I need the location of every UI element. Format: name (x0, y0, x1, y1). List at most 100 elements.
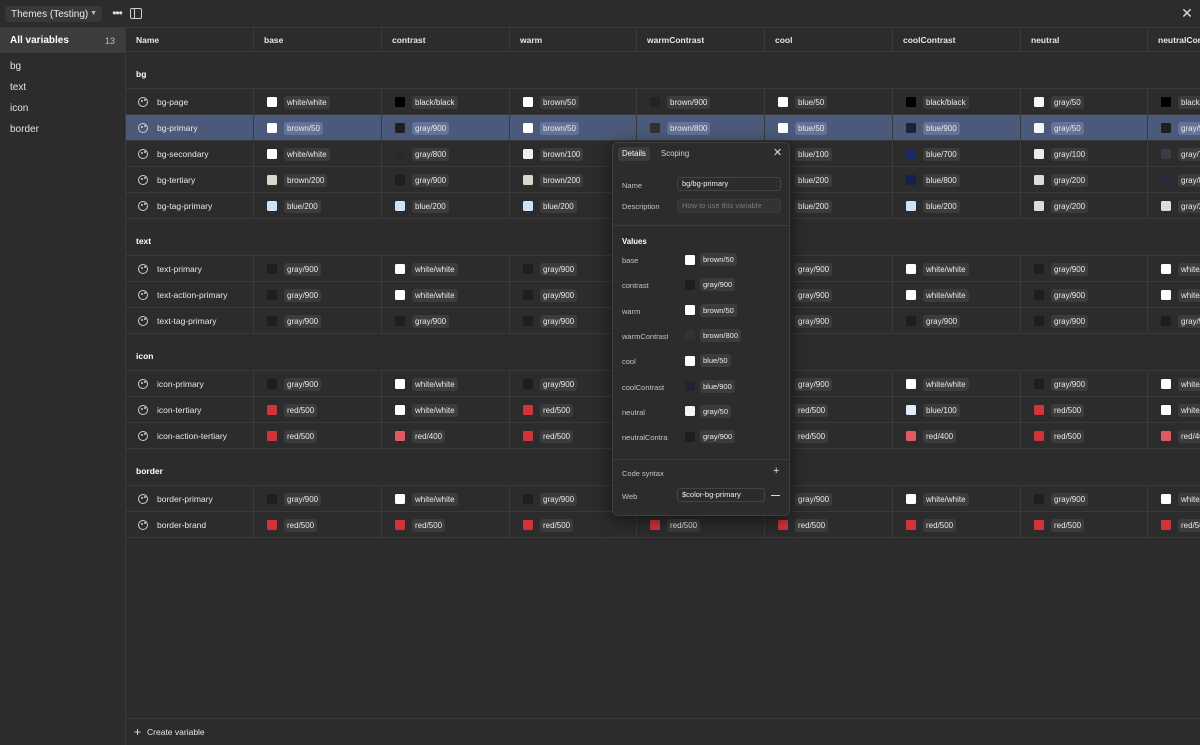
tab-details[interactable]: Details (618, 147, 650, 161)
variable-value-cell[interactable]: gray/900 (1148, 308, 1200, 334)
sidebar-item-bg[interactable]: bg (0, 56, 125, 77)
variable-value-cell[interactable]: gray/900 (254, 371, 382, 397)
table-row[interactable]: bg-primary brown/50 gray/900 brown/50 brown/… (126, 115, 1200, 141)
description-field[interactable]: How to use this variable (677, 199, 781, 213)
sidebar-item-border[interactable]: border (0, 119, 125, 140)
variable-value-cell[interactable]: black/black (893, 89, 1021, 115)
variable-value-cell[interactable]: gray/800 (382, 141, 510, 167)
mode-value[interactable]: brown/50 (685, 303, 737, 317)
remove-code-syntax-icon[interactable] (771, 495, 780, 497)
variable-value-cell[interactable]: red/500 (510, 512, 637, 538)
variable-value-cell[interactable]: gray/900 (382, 308, 510, 334)
mode-value[interactable]: gray/900 (685, 278, 736, 292)
variable-value-cell[interactable]: blue/900 (893, 115, 1021, 141)
variable-value-cell[interactable]: brown/800 (637, 115, 765, 141)
variable-value-cell[interactable]: blue/800 (893, 167, 1021, 193)
variable-value-cell[interactable]: red/500 (254, 397, 382, 423)
variable-value-cell[interactable]: gray/900 (893, 308, 1021, 334)
variable-value-cell[interactable]: blue/50 (765, 89, 893, 115)
mode-value[interactable]: blue/50 (685, 354, 731, 368)
column-header-mode[interactable]: base (254, 28, 382, 52)
variable-value-cell[interactable]: brown/50 (510, 115, 637, 141)
column-header-mode[interactable]: cool (765, 28, 893, 52)
variable-value-cell[interactable]: blue/100 (893, 397, 1021, 423)
variable-value-cell[interactable]: white/white (382, 256, 510, 282)
more-options-icon[interactable]: ••• (112, 6, 123, 20)
variable-value-cell[interactable]: red/500 (382, 512, 510, 538)
variable-value-cell[interactable]: gray/700 (1148, 141, 1200, 167)
variable-value-cell[interactable]: red/500 (1021, 512, 1148, 538)
variable-value-cell[interactable]: white/white (254, 141, 382, 167)
variable-value-cell[interactable]: blue/50 (765, 115, 893, 141)
variable-value-cell[interactable]: gray/900 (382, 115, 510, 141)
variable-value-cell[interactable]: white/white (893, 282, 1021, 308)
variable-value-cell[interactable]: gray/900 (1021, 282, 1148, 308)
table-row[interactable]: border-brand red/500 red/500 red/500 red/500… (126, 512, 1200, 538)
variable-value-cell[interactable]: blue/200 (893, 193, 1021, 219)
variable-value-cell[interactable]: red/500 (254, 512, 382, 538)
mode-value[interactable]: gray/50 (685, 404, 732, 418)
mode-value[interactable]: blue/900 (685, 379, 735, 393)
variable-value-cell[interactable]: white/white (1148, 486, 1200, 512)
variable-value-cell[interactable]: red/400 (1148, 423, 1200, 449)
variable-value-cell[interactable]: gray/900 (254, 282, 382, 308)
variable-name-cell[interactable]: bg-secondary (126, 141, 254, 167)
create-variable-button[interactable]: + Create variable (126, 718, 1200, 745)
column-header-mode[interactable]: warm (510, 28, 637, 52)
variable-value-cell[interactable]: brown/900 (637, 89, 765, 115)
variable-value-cell[interactable]: white/white (893, 486, 1021, 512)
variable-value-cell[interactable]: gray/50 (1021, 89, 1148, 115)
variable-value-cell[interactable]: red/500 (254, 423, 382, 449)
variable-value-cell[interactable]: gray/900 (1148, 115, 1200, 141)
variable-value-cell[interactable]: brown/200 (254, 167, 382, 193)
variable-value-cell[interactable]: white/white (1148, 371, 1200, 397)
variable-value-cell[interactable]: blue/200 (254, 193, 382, 219)
variable-value-cell[interactable]: gray/900 (1021, 486, 1148, 512)
variable-value-cell[interactable]: white/white (1148, 282, 1200, 308)
variable-value-cell[interactable]: gray/900 (254, 486, 382, 512)
variable-value-cell[interactable]: brown/50 (510, 89, 637, 115)
variable-value-cell[interactable]: brown/50 (254, 115, 382, 141)
web-syntax-field[interactable]: $color-bg-primary (677, 488, 765, 502)
column-header-mode[interactable]: neutral (1021, 28, 1148, 52)
variable-value-cell[interactable]: red/500 (893, 512, 1021, 538)
variable-value-cell[interactable]: red/400 (382, 423, 510, 449)
variable-value-cell[interactable]: white/white (382, 486, 510, 512)
variable-name-cell[interactable]: bg-tertiary (126, 167, 254, 193)
sidebar-item-text[interactable]: text (0, 77, 125, 98)
variable-value-cell[interactable]: gray/200 (1021, 193, 1148, 219)
variable-value-cell[interactable]: gray/50 (1021, 115, 1148, 141)
variable-value-cell[interactable]: red/500 (637, 512, 765, 538)
variable-name-cell[interactable]: icon-primary (126, 371, 254, 397)
mode-value[interactable]: brown/800 (685, 328, 742, 342)
variable-name-cell[interactable]: text-action-primary (126, 282, 254, 308)
variable-value-cell[interactable]: gray/900 (382, 167, 510, 193)
variable-value-cell[interactable]: gray/800 (1148, 167, 1200, 193)
variable-value-cell[interactable]: gray/900 (1021, 371, 1148, 397)
variable-value-cell[interactable]: red/500 (1148, 512, 1200, 538)
variable-value-cell[interactable]: gray/900 (1021, 308, 1148, 334)
variable-value-cell[interactable]: red/400 (893, 423, 1021, 449)
column-header-mode[interactable]: coolContrast (893, 28, 1021, 52)
add-code-syntax-icon[interactable]: + (773, 465, 780, 477)
sidebar-item-icon[interactable]: icon (0, 98, 125, 119)
variable-value-cell[interactable]: white/white (382, 371, 510, 397)
mode-value[interactable]: brown/50 (685, 253, 737, 266)
column-header-mode[interactable]: contrast (382, 28, 510, 52)
variable-value-cell[interactable]: gray/900 (1021, 256, 1148, 282)
variable-value-cell[interactable]: red/500 (1021, 397, 1148, 423)
variable-name-cell[interactable]: text-primary (126, 256, 254, 282)
close-icon[interactable]: ✕ (773, 147, 783, 159)
variable-value-cell[interactable]: blue/200 (382, 193, 510, 219)
variable-name-cell[interactable]: text-tag-primary (126, 308, 254, 334)
tab-scoping[interactable]: Scoping (661, 149, 690, 158)
variable-value-cell[interactable]: red/500 (765, 512, 893, 538)
variable-name-cell[interactable]: bg-primary (126, 115, 254, 141)
variable-value-cell[interactable]: white/white (1148, 256, 1200, 282)
variable-value-cell[interactable]: gray/100 (1021, 141, 1148, 167)
variable-name-cell[interactable]: bg-tag-primary (126, 193, 254, 219)
variable-value-cell[interactable]: white/white (1148, 397, 1200, 423)
variable-name-cell[interactable]: bg-page (126, 89, 254, 115)
close-icon[interactable]: ✕ (1181, 5, 1193, 21)
variable-value-cell[interactable]: white/white (382, 397, 510, 423)
